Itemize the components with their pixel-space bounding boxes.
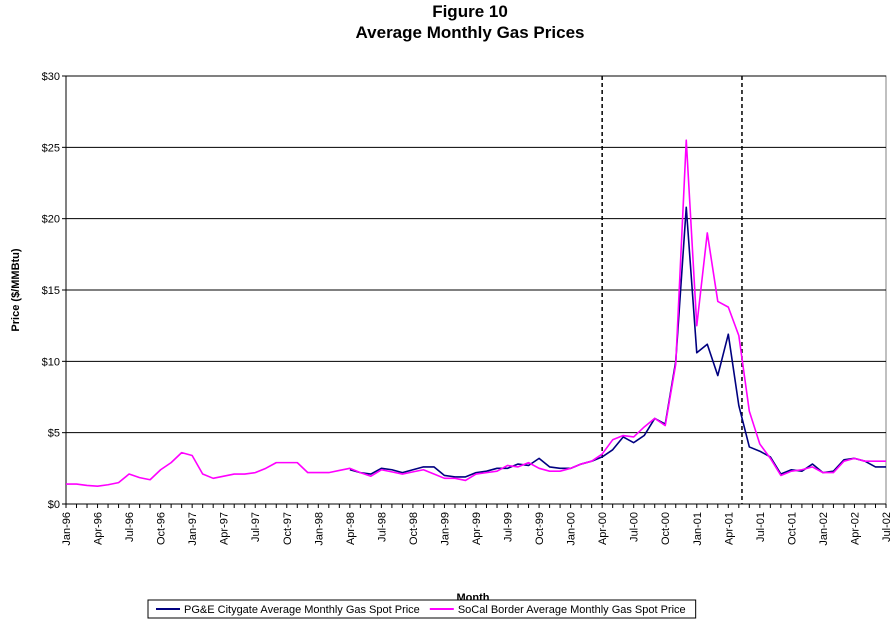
chart-title: Figure 10 [432, 2, 508, 21]
y-tick-label: $25 [42, 142, 60, 154]
x-tick-label: Apr-97 [219, 512, 231, 545]
x-tick-label: Apr-96 [93, 512, 105, 545]
y-tick-label: $10 [42, 356, 60, 368]
y-tick-label: $30 [42, 71, 60, 83]
legend-label: PG&E Citygate Average Monthly Gas Spot P… [184, 604, 420, 616]
x-tick-label: Apr-02 [849, 512, 861, 545]
x-tick-label: Jan-97 [187, 512, 199, 546]
x-tick-label: Apr-99 [471, 512, 483, 545]
x-tick-label: Jan-96 [61, 512, 73, 546]
y-tick-label: $5 [48, 428, 60, 440]
line-series [66, 139, 886, 487]
x-tick-label: Apr-01 [723, 512, 735, 545]
x-tick-label: Apr-00 [597, 512, 609, 545]
y-tick-label: $20 [42, 214, 60, 226]
x-tick-label: Oct-01 [786, 512, 798, 545]
chart-subtitle: Average Monthly Gas Prices [356, 23, 585, 42]
x-tick-label: Oct-00 [660, 512, 672, 545]
x-tick-label: Jan-99 [439, 512, 451, 546]
x-tick-label: Jan-02 [818, 512, 830, 546]
x-tick-label: Jul-98 [376, 512, 388, 542]
x-tick-label: Jan-00 [566, 512, 578, 546]
x-tick-label: Jul-01 [755, 512, 767, 542]
y-tick-label: $0 [48, 499, 60, 511]
y-axis-title: Price ($/MMBtu) [10, 248, 22, 331]
legend: PG&E Citygate Average Monthly Gas Spot P… [147, 599, 697, 619]
x-tick-label: Jul-96 [124, 512, 136, 542]
x-tick-label: Jul-02 [881, 512, 890, 542]
x-tick-label: Jan-01 [692, 512, 704, 546]
legend-box [147, 599, 697, 619]
x-tick-label: Apr-98 [345, 512, 357, 545]
x-tick-label: Jan-98 [313, 512, 325, 546]
x-tick-label: Jul-97 [250, 512, 262, 542]
x-tick-label: Oct-97 [282, 512, 294, 545]
x-tick-label: Jul-99 [503, 512, 515, 542]
x-tick-label: Oct-96 [156, 512, 168, 545]
x-tick-label: Jul-00 [629, 512, 641, 542]
legend-label: SoCal Border Average Monthly Gas Spot Pr… [458, 604, 686, 616]
x-tick-label: Oct-98 [408, 512, 420, 545]
x-tick-label: Oct-99 [534, 512, 546, 545]
y-tick-label: $15 [42, 285, 60, 297]
